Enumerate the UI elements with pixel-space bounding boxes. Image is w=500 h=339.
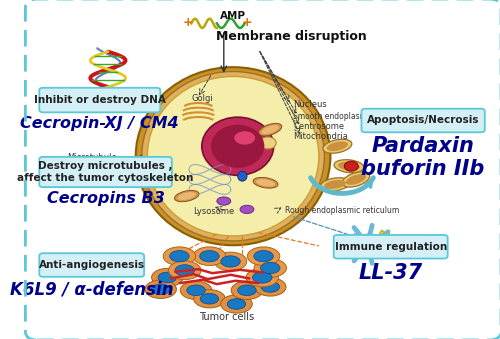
Ellipse shape	[200, 294, 218, 304]
Text: Centrosome: Centrosome	[294, 122, 344, 131]
Text: Smooth endoplasmic  reticulum: Smooth endoplasmic reticulum	[294, 112, 415, 121]
Ellipse shape	[193, 247, 226, 265]
Ellipse shape	[163, 247, 196, 265]
Text: Anti-angiogenesis: Anti-angiogenesis	[38, 260, 145, 270]
Ellipse shape	[136, 67, 330, 245]
Ellipse shape	[231, 281, 262, 299]
Text: +: +	[242, 16, 252, 29]
Ellipse shape	[262, 125, 279, 134]
Text: LL-37: LL-37	[358, 262, 422, 282]
FancyBboxPatch shape	[40, 88, 160, 112]
Ellipse shape	[346, 174, 366, 185]
Text: Inhibit or destroy DNA: Inhibit or destroy DNA	[34, 95, 166, 105]
Text: Membrane disruption: Membrane disruption	[216, 30, 366, 43]
Text: Lysosome: Lysosome	[192, 206, 234, 216]
Ellipse shape	[220, 295, 252, 313]
Ellipse shape	[142, 72, 324, 241]
Ellipse shape	[145, 280, 176, 298]
Text: Golgi: Golgi	[192, 94, 213, 103]
Text: K6L9 / α-defensin: K6L9 / α-defensin	[10, 281, 173, 299]
Ellipse shape	[246, 268, 278, 287]
Ellipse shape	[326, 141, 348, 151]
Text: +: +	[183, 16, 194, 29]
Ellipse shape	[258, 123, 281, 136]
Text: Tumor cells: Tumor cells	[198, 312, 254, 322]
Ellipse shape	[334, 160, 364, 173]
Ellipse shape	[248, 247, 280, 265]
Ellipse shape	[238, 285, 256, 296]
Ellipse shape	[253, 177, 278, 188]
Ellipse shape	[324, 180, 346, 189]
Text: Destroy microtubules ,
affect the tumor cytoskeleton: Destroy microtubules , affect the tumor …	[18, 161, 194, 183]
Circle shape	[354, 234, 382, 254]
Ellipse shape	[261, 282, 280, 292]
Ellipse shape	[178, 192, 196, 200]
Ellipse shape	[158, 272, 176, 283]
Ellipse shape	[252, 272, 272, 283]
Ellipse shape	[175, 265, 195, 276]
Ellipse shape	[254, 278, 286, 296]
FancyBboxPatch shape	[40, 157, 172, 187]
Ellipse shape	[320, 178, 350, 191]
Ellipse shape	[194, 290, 225, 308]
FancyBboxPatch shape	[334, 235, 448, 259]
Text: DC: DC	[362, 241, 373, 247]
FancyBboxPatch shape	[362, 109, 485, 132]
Text: Immune regulation: Immune regulation	[334, 242, 447, 252]
Circle shape	[260, 137, 276, 149]
Ellipse shape	[240, 205, 254, 214]
Ellipse shape	[152, 284, 170, 295]
Text: Cecropins B3: Cecropins B3	[46, 191, 164, 206]
Ellipse shape	[254, 259, 286, 277]
Ellipse shape	[152, 268, 183, 286]
Circle shape	[344, 161, 358, 171]
Text: Apoptosis/Necrosis: Apoptosis/Necrosis	[367, 116, 480, 125]
Text: Microtubule: Microtubule	[68, 153, 117, 162]
Text: AMP: AMP	[220, 11, 246, 21]
Ellipse shape	[234, 131, 255, 145]
Ellipse shape	[180, 281, 212, 299]
Ellipse shape	[174, 191, 199, 202]
Ellipse shape	[221, 256, 240, 267]
Ellipse shape	[342, 172, 369, 187]
FancyBboxPatch shape	[40, 253, 144, 277]
Ellipse shape	[256, 179, 275, 186]
Text: Rough endoplasmic reticulum: Rough endoplasmic reticulum	[286, 205, 400, 215]
Ellipse shape	[200, 251, 219, 262]
Ellipse shape	[148, 77, 319, 236]
Ellipse shape	[254, 251, 274, 262]
Text: Pardaxin
buforin IIb: Pardaxin buforin IIb	[362, 136, 485, 179]
Ellipse shape	[187, 285, 206, 296]
Ellipse shape	[338, 162, 360, 171]
Text: Mitochondria: Mitochondria	[294, 133, 348, 141]
Text: Nucleus: Nucleus	[294, 100, 327, 109]
Ellipse shape	[211, 125, 264, 168]
Ellipse shape	[323, 139, 352, 153]
Ellipse shape	[170, 251, 189, 262]
Ellipse shape	[214, 252, 247, 271]
Ellipse shape	[260, 262, 280, 274]
Ellipse shape	[217, 197, 231, 205]
Ellipse shape	[202, 117, 274, 175]
Text: Cecropin-XJ / CM4: Cecropin-XJ / CM4	[20, 116, 179, 131]
Ellipse shape	[227, 299, 246, 309]
Ellipse shape	[168, 261, 201, 280]
Ellipse shape	[238, 171, 247, 181]
